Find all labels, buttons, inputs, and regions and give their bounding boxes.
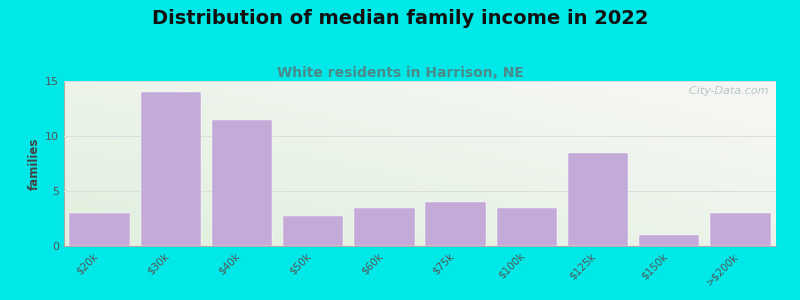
Text: Distribution of median family income in 2022: Distribution of median family income in … xyxy=(152,9,648,28)
Bar xyxy=(639,235,699,246)
Bar xyxy=(283,216,343,246)
Bar xyxy=(497,208,557,246)
Text: White residents in Harrison, NE: White residents in Harrison, NE xyxy=(277,66,523,80)
Bar xyxy=(354,208,414,246)
Bar xyxy=(212,119,272,246)
Bar xyxy=(568,152,628,246)
Bar xyxy=(426,202,486,246)
Bar xyxy=(70,213,130,246)
Y-axis label: families: families xyxy=(28,137,41,190)
Bar xyxy=(710,213,770,246)
Bar xyxy=(141,92,201,246)
Text: City-Data.com: City-Data.com xyxy=(682,86,769,96)
